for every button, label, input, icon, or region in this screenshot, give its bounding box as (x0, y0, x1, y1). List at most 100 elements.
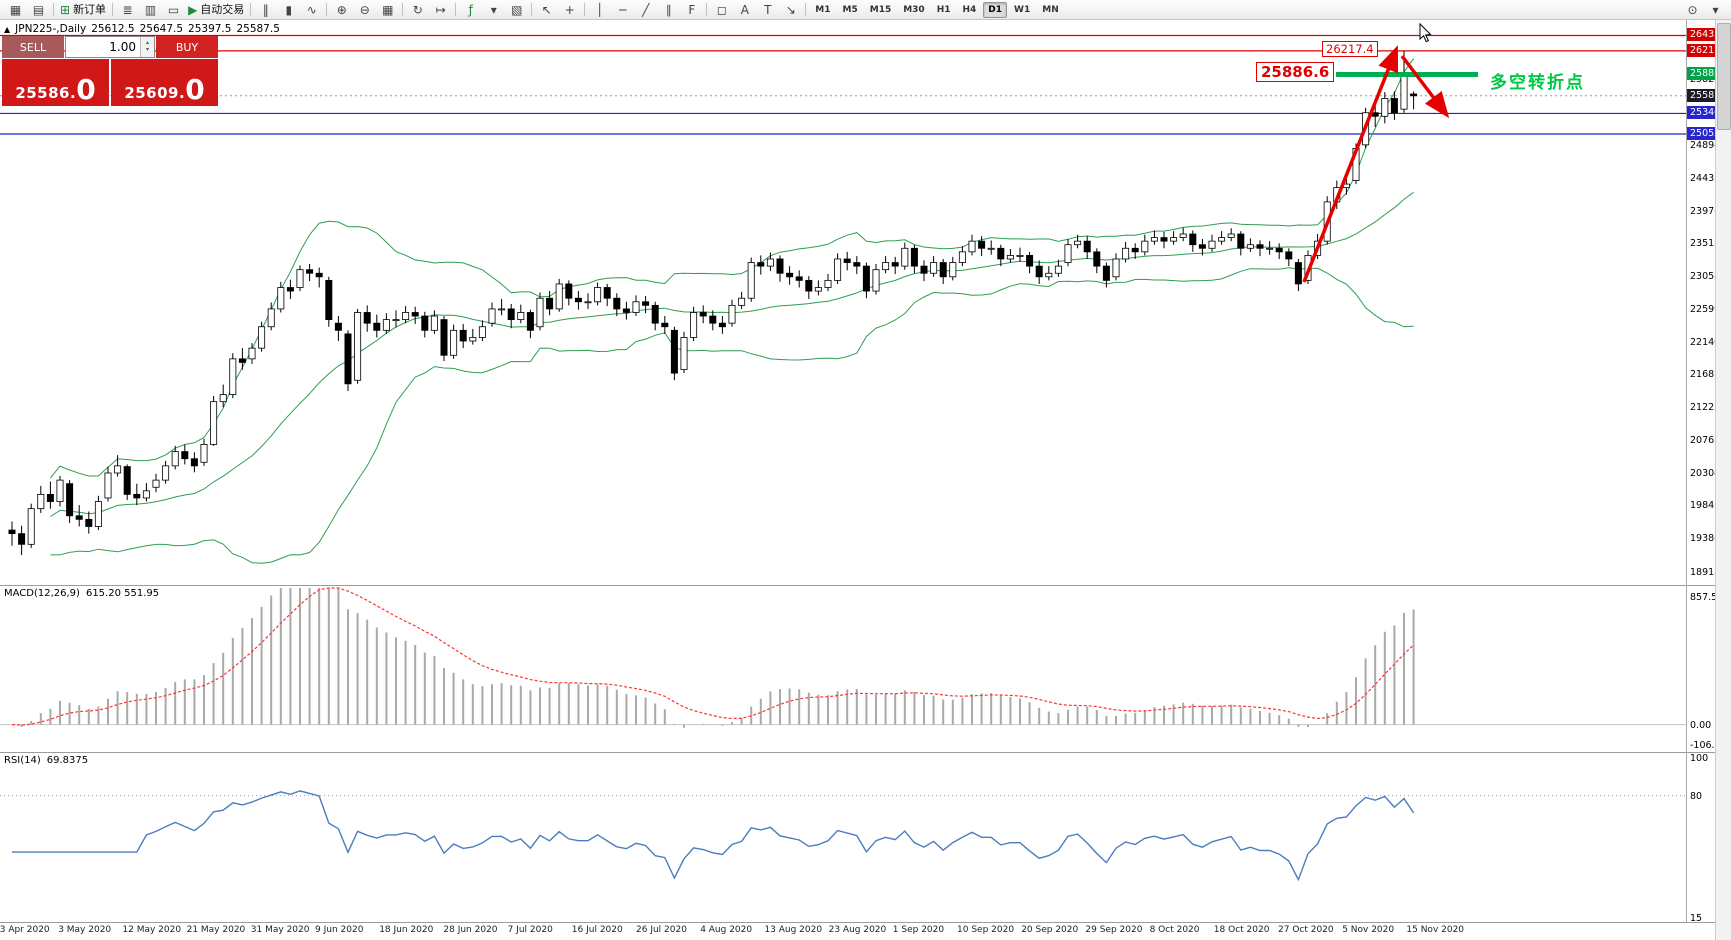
profiles-icon[interactable]: ▤ (27, 1, 50, 18)
periods-icon[interactable]: ▾ (482, 1, 505, 18)
rsi-axis-label: 100 (1690, 753, 1709, 764)
label-icon[interactable]: T (756, 1, 779, 18)
zoom-in-icon[interactable]: ⊕ (330, 1, 353, 18)
auto-trading-button-label: 自动交易 (200, 3, 245, 16)
macd-name: MACD(12,26,9) (4, 588, 80, 599)
label-icon: T (764, 2, 772, 17)
timeframe-mn-button[interactable]: MN (1042, 4, 1059, 15)
vertical-scrollbar[interactable] (1715, 20, 1731, 940)
volume-field[interactable]: 1.00 ▴ ▾ (65, 36, 155, 58)
search-icon[interactable]: ⊙ (1681, 1, 1704, 18)
rsi-name: RSI(14) (4, 755, 41, 766)
macd-values: 615.20 551.95 (85, 588, 160, 599)
crosshair-icon[interactable]: + (558, 1, 581, 18)
rally-trend-arrow[interactable] (1302, 45, 1399, 283)
candlestick-type-icon: ▮ (285, 2, 293, 17)
toolbar-separator (326, 3, 328, 16)
pivot-price-label[interactable]: 25886.6 (1256, 62, 1335, 82)
more-icon[interactable]: ▾ (1704, 1, 1727, 18)
indicators-icon[interactable]: ƒ (459, 1, 482, 18)
timeframe-m15-button[interactable]: M15 (869, 4, 892, 15)
ohlc-high: 25647.5 (139, 23, 184, 35)
volume-down-icon[interactable]: ▾ (145, 46, 149, 53)
date-label: 18 Jun 2020 (379, 925, 434, 935)
pivot-annotation-text[interactable]: 多空转折点 (1490, 73, 1585, 93)
data-window-icon[interactable]: ▥ (139, 1, 162, 18)
terminal-icon[interactable]: ▭ (162, 1, 185, 18)
line-chart-type-icon[interactable]: ∿ (300, 1, 323, 18)
toolbar-separator (455, 3, 457, 16)
scrollbar-thumb[interactable] (1717, 23, 1731, 130)
pullback-arrow[interactable] (1400, 54, 1450, 119)
terminal-icon: ▭ (167, 2, 180, 17)
symbol-header: ▲ JPN225-,Daily 25612.5 25647.5 25397.5 25587… (4, 23, 285, 35)
shapes-icon[interactable]: ◻ (710, 1, 733, 18)
market-watch-icon[interactable]: ≣ (116, 1, 139, 18)
volume-stepper[interactable]: ▴ ▾ (140, 37, 154, 57)
date-label: 28 Jun 2020 (443, 925, 498, 935)
search-icon: ⊙ (1687, 2, 1698, 17)
chart-shift-icon[interactable]: ↦ (429, 1, 452, 18)
resistance-price-label[interactable]: 26217.4 (1322, 41, 1378, 57)
mouse-cursor (1419, 22, 1432, 43)
date-label: 18 Oct 2020 (1213, 925, 1270, 935)
fibonacci-icon[interactable]: F (680, 1, 703, 18)
date-label: 12 May 2020 (122, 925, 182, 935)
periods-icon: ▾ (490, 2, 497, 17)
tile-windows-icon[interactable]: ▦ (376, 1, 399, 18)
timeframe-m30-button[interactable]: M30 (903, 4, 925, 15)
vertical-line-icon[interactable]: │ (588, 1, 611, 18)
trendline-icon[interactable]: ╱ (634, 1, 657, 18)
volume-value[interactable]: 1.00 (109, 40, 136, 54)
toolbar-separator (531, 3, 533, 16)
date-label: 1 Sep 2020 (892, 925, 945, 935)
timeframe-h1-button[interactable]: H1 (936, 4, 951, 15)
sell-price-box[interactable]: 25586. 0 (2, 59, 109, 106)
channel-icon: ∥ (665, 2, 672, 17)
channel-icon[interactable]: ∥ (657, 1, 680, 18)
toolbar-separator (402, 3, 404, 16)
date-label: 23 Apr 2020 (0, 925, 50, 935)
timeframe-w1-button[interactable]: W1 (1014, 4, 1031, 15)
profiles-icon: ▤ (32, 2, 45, 17)
new-order-button[interactable]: ⊞ 新订单 (57, 1, 109, 18)
volume-up-icon[interactable]: ▴ (145, 39, 149, 47)
date-label: 8 Oct 2020 (1149, 925, 1200, 935)
one-click-trade-panel: SELL 1.00 ▴ ▾ BUY 25586. 0 25609. 0 (2, 36, 218, 106)
arrows-icon[interactable]: ↘ (779, 1, 802, 18)
date-label: 13 Aug 2020 (764, 925, 823, 935)
price-tick: 23517.0 (1690, 238, 1730, 250)
crosshair-icon: + (564, 2, 575, 17)
macd-axis-label: -106.8 (1690, 740, 1721, 752)
date-label: 4 Aug 2020 (700, 925, 753, 935)
price-tick: 21222.0 (1690, 402, 1730, 414)
timeframe-h4-button[interactable]: H4 (962, 4, 977, 15)
horizontal-line-icon[interactable]: ─ (611, 1, 634, 18)
macd-indicator-label: MACD(12,26,9) 615.20 551.95 (4, 588, 159, 599)
date-label: 7 Jul 2020 (507, 925, 553, 935)
shapes-icon: ◻ (716, 2, 727, 17)
timeframe-d1-button[interactable]: D1 (983, 1, 1008, 18)
sell-button[interactable]: SELL (2, 36, 64, 58)
auto-trading-button[interactable]: ▶ 自动交易 (185, 1, 247, 18)
rsi-line (12, 790, 1415, 882)
timeframe-m5-button[interactable]: M5 (842, 4, 858, 15)
bar-chart-type-icon[interactable]: ‖ (254, 1, 277, 18)
candlestick-type-icon[interactable]: ▮ (277, 1, 300, 18)
auto-scroll-icon[interactable]: ↻ (406, 1, 429, 18)
price-tick: 21681.0 (1690, 369, 1730, 381)
price-tick: 24435.0 (1690, 173, 1730, 184)
buy-price-box[interactable]: 25609. 0 (111, 59, 218, 106)
cursor-icon[interactable]: ↖ (535, 1, 558, 18)
date-label: 27 Oct 2020 (1278, 925, 1334, 935)
new-chart-icon[interactable]: ▦ (4, 1, 27, 18)
zoom-out-icon[interactable]: ⊖ (353, 1, 376, 18)
templates-icon: ▧ (511, 2, 523, 17)
timeframe-m1-button[interactable]: M1 (815, 4, 831, 15)
templates-icon[interactable]: ▧ (505, 1, 528, 18)
macd-axis-label: 857.58 (1690, 592, 1724, 603)
date-label: 5 Nov 2020 (1342, 925, 1395, 935)
text-icon[interactable]: A (733, 1, 756, 18)
buy-button[interactable]: BUY (156, 36, 218, 58)
